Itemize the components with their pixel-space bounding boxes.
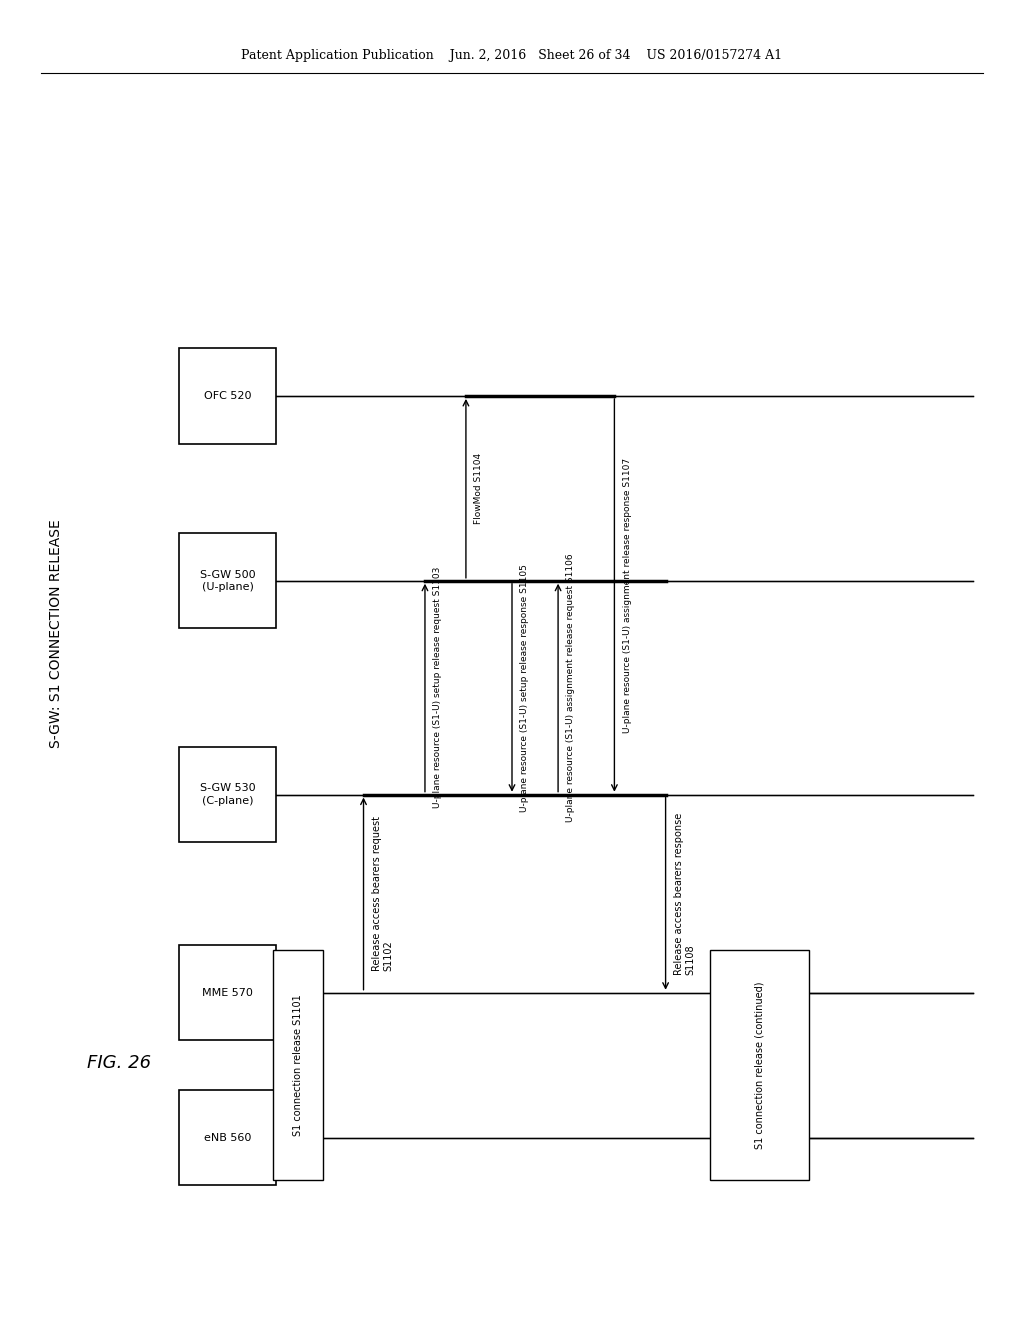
Text: S-GW 530
(C-plane): S-GW 530 (C-plane) xyxy=(200,784,256,805)
FancyBboxPatch shape xyxy=(273,950,323,1180)
Text: Release access bearers response
S1108: Release access bearers response S1108 xyxy=(674,813,695,974)
Text: FIG. 26: FIG. 26 xyxy=(87,1053,152,1072)
FancyBboxPatch shape xyxy=(179,1090,276,1185)
FancyBboxPatch shape xyxy=(179,348,276,444)
Text: OFC 520: OFC 520 xyxy=(204,391,252,401)
FancyBboxPatch shape xyxy=(179,533,276,628)
FancyBboxPatch shape xyxy=(179,945,276,1040)
Text: eNB 560: eNB 560 xyxy=(204,1133,252,1143)
Text: U-plane resource (S1-U) setup release request S1103: U-plane resource (S1-U) setup release re… xyxy=(433,568,442,808)
Text: MME 570: MME 570 xyxy=(203,987,253,998)
Text: S1 connection release (continued): S1 connection release (continued) xyxy=(755,982,764,1148)
Text: U-plane resource (S1-U) assignment release request S1106: U-plane resource (S1-U) assignment relea… xyxy=(566,553,575,822)
Text: S-GW 500
(U-plane): S-GW 500 (U-plane) xyxy=(200,570,256,591)
FancyBboxPatch shape xyxy=(710,950,809,1180)
Text: S1 connection release S1101: S1 connection release S1101 xyxy=(293,994,303,1137)
Text: Release access bearers request
S1102: Release access bearers request S1102 xyxy=(372,816,393,972)
Text: FlowMod S1104: FlowMod S1104 xyxy=(474,453,483,524)
Text: U-plane resource (S1-U) assignment release response S1107: U-plane resource (S1-U) assignment relea… xyxy=(623,458,632,733)
Text: Patent Application Publication    Jun. 2, 2016   Sheet 26 of 34    US 2016/01572: Patent Application Publication Jun. 2, 2… xyxy=(242,49,782,62)
Text: S-GW: S1 CONNECTION RELEASE: S-GW: S1 CONNECTION RELEASE xyxy=(49,519,63,748)
Text: U-plane resource (S1-U) setup release response S1105: U-plane resource (S1-U) setup release re… xyxy=(520,564,529,812)
FancyBboxPatch shape xyxy=(179,747,276,842)
